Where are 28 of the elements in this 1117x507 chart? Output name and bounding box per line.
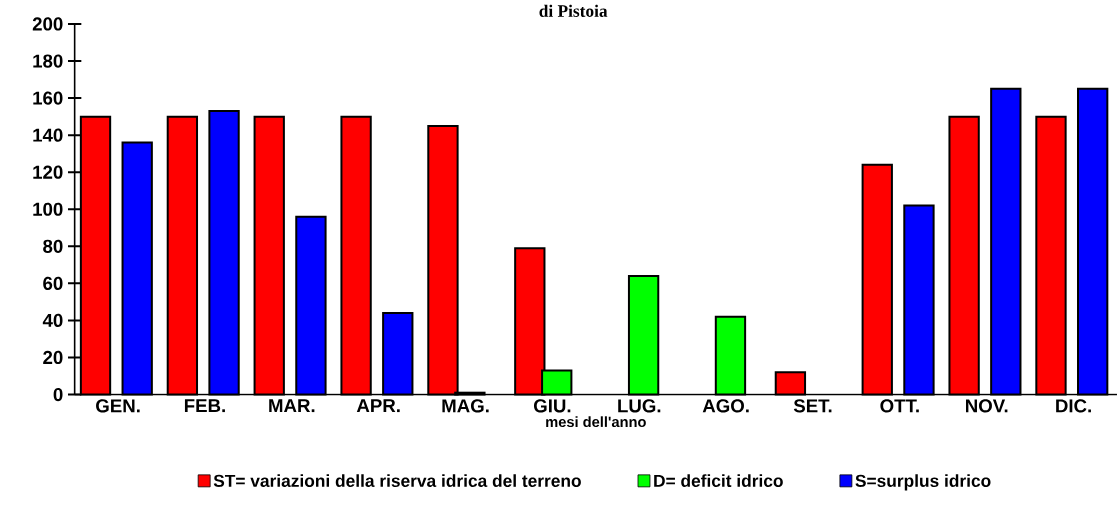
chart-title: di Pistoia: [539, 4, 608, 18]
y-tick-label: 100: [33, 202, 63, 217]
x-tick-label: SET.: [793, 399, 832, 413]
y-tick-label: 40: [42, 314, 63, 328]
x-tick-label: AGO.: [702, 399, 749, 413]
x-tick-label: LUG.: [618, 399, 661, 413]
y-tick-label: 20: [43, 351, 63, 365]
x-tick-label: DIC.: [1056, 399, 1091, 413]
x-tick-label: APR.: [356, 399, 400, 413]
y-tick-label: 60: [43, 277, 63, 291]
y-tick-label: 120: [33, 165, 63, 180]
y-tick-label: 140: [33, 128, 63, 143]
x-tick-label: FEB.: [184, 399, 225, 413]
x-tick-label: GIU.: [533, 399, 571, 413]
y-tick-label: 200: [32, 17, 63, 31]
y-tick-label: 0: [53, 388, 63, 402]
y-tick-label: 160: [33, 91, 63, 105]
legend-label: ST= variazioni della riserva idrica del terreno: [213, 474, 581, 488]
y-tick-label: 80: [43, 239, 63, 254]
x-tick-label: MAG.: [442, 399, 489, 413]
x-tick-label: GEN.: [96, 399, 140, 413]
y-tick-label: 180: [33, 54, 63, 68]
legend-label: S=surplus idrico: [855, 474, 991, 491]
legend-label: D= deficit idrico: [654, 474, 783, 488]
x-tick-label: OTT.: [880, 399, 919, 413]
x-tick-label: MAR.: [269, 399, 315, 413]
x-axis-title: mesi dell'anno: [546, 416, 646, 428]
x-tick-label: NOV.: [966, 399, 1008, 413]
